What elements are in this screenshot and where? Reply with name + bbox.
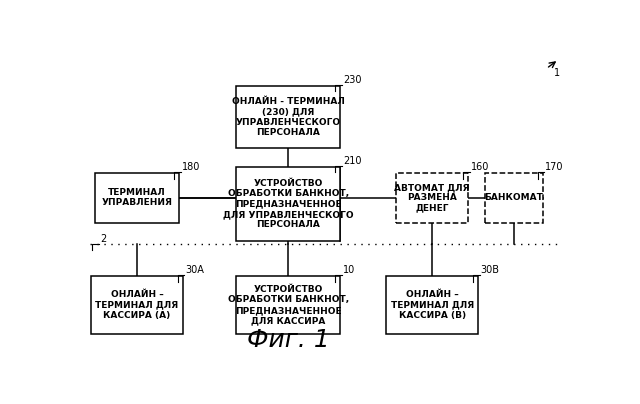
FancyBboxPatch shape bbox=[387, 276, 478, 334]
Text: ОНЛАЙН - ТЕРМИНАЛ
(230) ДЛЯ
УПРАВЛЕНЧЕСКОГО
ПЕРСОНАЛА: ОНЛАЙН - ТЕРМИНАЛ (230) ДЛЯ УПРАВЛЕНЧЕСК… bbox=[232, 97, 345, 137]
Text: 30А: 30А bbox=[186, 265, 204, 276]
Text: УСТРОЙСТВО
ОБРАБОТКИ БАНКНОТ,
ПРЕДНАЗНАЧЕННОЕ
ДЛЯ УПРАВЛЕНЧЕСКОГО
ПЕРСОНАЛА: УСТРОЙСТВО ОБРАБОТКИ БАНКНОТ, ПРЕДНАЗНАЧ… bbox=[223, 179, 354, 229]
Text: 1: 1 bbox=[554, 68, 560, 78]
Text: 210: 210 bbox=[343, 156, 362, 166]
Text: 170: 170 bbox=[545, 162, 563, 172]
Text: 180: 180 bbox=[182, 162, 200, 172]
FancyBboxPatch shape bbox=[236, 276, 340, 334]
Text: БАНКОМАТ: БАНКОМАТ bbox=[484, 193, 543, 202]
Text: 2: 2 bbox=[100, 234, 106, 244]
FancyBboxPatch shape bbox=[236, 86, 340, 148]
Text: АВТОМАТ ДЛЯ
РАЗМЕНА
ДЕНЕГ: АВТОМАТ ДЛЯ РАЗМЕНА ДЕНЕГ bbox=[394, 183, 470, 213]
Text: УСТРОЙСТВО
ОБРАБОТКИ БАНКНОТ,
ПРЕДНАЗНАЧЕННОЕ
ДЛЯ КАССИРА: УСТРОЙСТВО ОБРАБОТКИ БАНКНОТ, ПРЕДНАЗНАЧ… bbox=[228, 285, 349, 325]
Text: ТЕРМИНАЛ
УПРАВЛЕНИЯ: ТЕРМИНАЛ УПРАВЛЕНИЯ bbox=[102, 188, 173, 208]
Text: 10: 10 bbox=[343, 265, 355, 276]
FancyBboxPatch shape bbox=[486, 173, 543, 223]
FancyBboxPatch shape bbox=[91, 276, 183, 334]
FancyBboxPatch shape bbox=[396, 173, 468, 223]
Text: Фиг. 1: Фиг. 1 bbox=[247, 328, 330, 352]
FancyBboxPatch shape bbox=[95, 173, 179, 223]
Text: 30В: 30В bbox=[481, 265, 499, 276]
Text: 160: 160 bbox=[470, 162, 489, 172]
Text: ОНЛАЙН –
ТЕРМИНАЛ ДЛЯ
КАССИРА (В): ОНЛАЙН – ТЕРМИНАЛ ДЛЯ КАССИРА (В) bbox=[390, 290, 474, 320]
Text: 230: 230 bbox=[343, 75, 362, 85]
Text: ОНЛАЙН –
ТЕРМИНАЛ ДЛЯ
КАССИРА (А): ОНЛАЙН – ТЕРМИНАЛ ДЛЯ КАССИРА (А) bbox=[95, 290, 179, 320]
FancyBboxPatch shape bbox=[236, 167, 340, 241]
